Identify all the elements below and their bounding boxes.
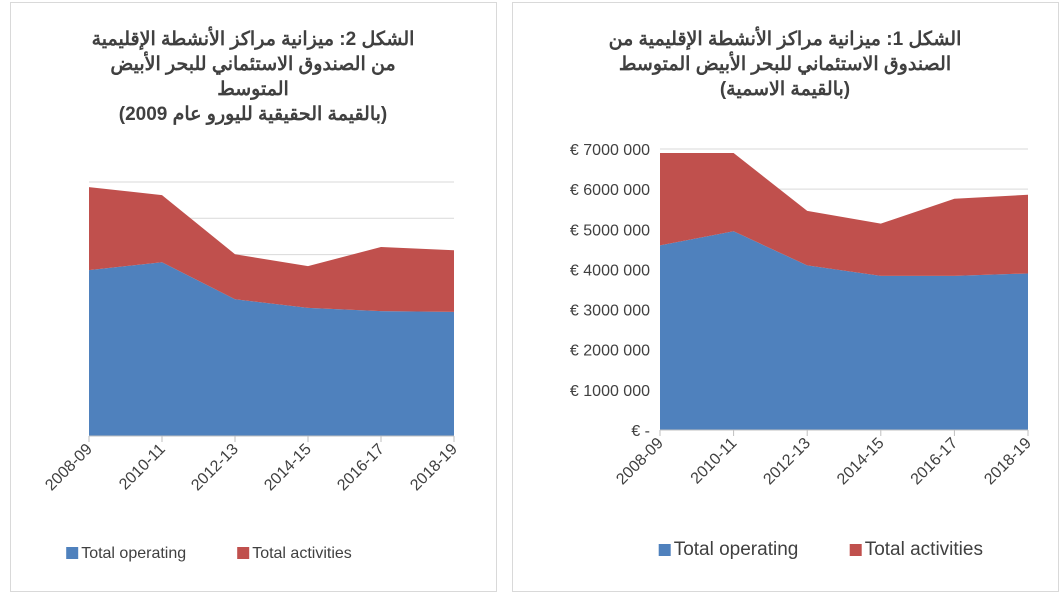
y-tick-label: € 3000 000 — [570, 303, 650, 320]
legend-swatch — [237, 547, 250, 559]
y-tick-label: € - — [631, 423, 650, 440]
area — [660, 153, 1028, 276]
area — [660, 231, 1028, 430]
y-tick-label: € 6000 000 — [570, 182, 650, 199]
y-tick-label: € 4000 000 — [570, 262, 650, 279]
chart-title: من الصندوق الاستئماني للبحر الأبيض — [110, 51, 395, 76]
chart-title: (بالقيمة الحقيقية لليورو عام 2009) — [119, 104, 388, 125]
chart-title: المتوسط — [217, 79, 289, 100]
legend-swatch — [849, 544, 862, 556]
y-tick-label: € 2000 000 — [570, 343, 650, 360]
legend-swatch — [658, 544, 671, 556]
y-tick-label: € 7000 000 — [570, 142, 650, 159]
chart-title: الصندوق الاستئماني للبحر الأبيض المتوسط — [619, 51, 951, 76]
area — [89, 262, 454, 436]
legend-label: Total activities — [252, 545, 352, 562]
legend-swatch — [66, 547, 79, 559]
legend-label: Total activities — [865, 539, 983, 560]
y-tick-label: € 5000 000 — [570, 222, 650, 239]
chart-title: الشكل 2: ميزانية مراكز الأنشطة الإقليمية — [92, 26, 415, 51]
chart-title: (بالقيمة الاسمية) — [720, 79, 850, 100]
area — [89, 187, 454, 312]
legend-label: Total operating — [674, 539, 799, 560]
y-tick-label: € 1000 000 — [570, 383, 650, 400]
chart-title: الشكل 1: ميزانية مراكز الأنشطة الإقليمية… — [609, 26, 962, 51]
legend-label: Total operating — [81, 545, 186, 562]
